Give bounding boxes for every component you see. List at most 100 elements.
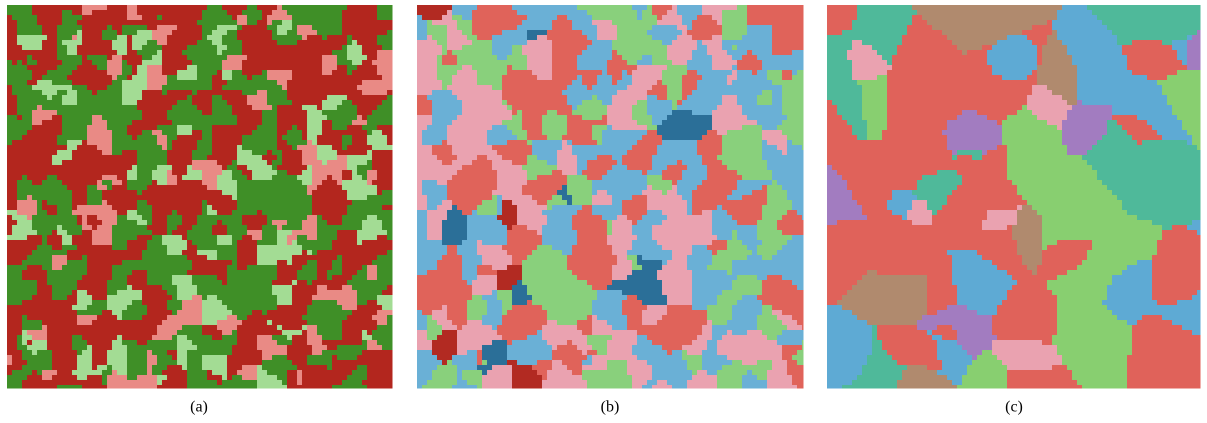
- texture-cell: [967, 305, 998, 311]
- texture-cell: [1132, 350, 1201, 356]
- texture-cell: [1162, 230, 1198, 236]
- texture-cell: [887, 100, 1028, 106]
- texture-cell: [842, 175, 923, 181]
- texture-cell: [762, 135, 788, 141]
- texture-cell: [447, 195, 493, 201]
- texture-cell: [227, 355, 263, 361]
- texture-cell: [127, 45, 133, 51]
- texture-cell: [917, 180, 963, 186]
- texture-cell: [12, 355, 23, 361]
- texture-cell: [237, 260, 258, 266]
- texture-cell: [82, 230, 93, 236]
- texture-cell: [1112, 310, 1201, 316]
- texture-cell: [147, 225, 168, 231]
- texture-cell: [137, 340, 148, 346]
- texture-cell: [167, 35, 203, 41]
- texture-cell: [287, 355, 308, 361]
- texture-cell: [237, 25, 243, 31]
- texture-cell: [317, 220, 328, 226]
- texture-cell: [1127, 365, 1201, 371]
- texture-cell: [127, 130, 143, 136]
- texture-cell: [437, 75, 453, 81]
- texture-cell: [1077, 90, 1163, 96]
- panel-caption: (a): [190, 399, 208, 416]
- texture-cell: [337, 300, 358, 306]
- texture-cell: [377, 300, 393, 306]
- texture-cell: [1147, 75, 1168, 81]
- texture-cell: [722, 30, 748, 36]
- texture-cell: [32, 195, 73, 201]
- texture-cell: [247, 55, 323, 61]
- texture-cell: [512, 375, 543, 381]
- texture-cell: [687, 385, 718, 389]
- texture-cell: [417, 130, 423, 136]
- texture-cell: [322, 35, 328, 41]
- texture-cell: [202, 110, 213, 116]
- texture-cell: [612, 225, 633, 231]
- texture-cell: [842, 30, 908, 36]
- texture-cell: [1132, 70, 1178, 76]
- texture-cell: [222, 170, 233, 176]
- texture-cell: [417, 155, 438, 161]
- texture-cell: [342, 30, 388, 36]
- texture-cell: [207, 370, 213, 376]
- texture-cell: [797, 360, 804, 366]
- texture-cell: [647, 180, 673, 186]
- texture-cell: [492, 45, 513, 51]
- texture-cell: [152, 175, 168, 181]
- texture-cell: [367, 270, 378, 276]
- texture-cell: [112, 365, 128, 371]
- texture-cell: [1072, 370, 1128, 376]
- texture-cell: [352, 285, 388, 291]
- texture-cell: [167, 80, 213, 86]
- texture-cell: [202, 25, 218, 31]
- texture-cell: [852, 75, 878, 81]
- texture-cell: [457, 20, 473, 26]
- texture-cell: [317, 260, 333, 266]
- texture-cell: [492, 40, 528, 46]
- texture-cell: [7, 380, 23, 386]
- texture-cell: [1012, 180, 1103, 186]
- texture-cell: [632, 110, 648, 116]
- texture-cell: [107, 295, 143, 301]
- texture-cell: [17, 185, 68, 191]
- texture-cell: [327, 115, 358, 121]
- texture-cell: [337, 230, 358, 236]
- texture-cell: [82, 220, 88, 226]
- texture-cell: [1032, 205, 1123, 211]
- texture-cell: [612, 245, 633, 251]
- texture-cell: [112, 185, 128, 191]
- texture-cell: [1042, 245, 1048, 251]
- texture-cell: [667, 50, 693, 56]
- texture-cell: [1062, 140, 1098, 146]
- texture-cell: [467, 35, 478, 41]
- texture-cell: [127, 305, 148, 311]
- texture-cell: [17, 180, 33, 186]
- texture-cell: [692, 205, 718, 211]
- texture-cell: [152, 170, 168, 176]
- texture-cell: [287, 10, 343, 16]
- texture-cell: [827, 40, 853, 46]
- texture-cell: [647, 195, 683, 201]
- texture-cell: [1062, 40, 1118, 46]
- texture-cell: [1177, 115, 1201, 121]
- texture-cell: [342, 175, 353, 181]
- texture-cell: [772, 100, 783, 106]
- texture-cell: [522, 270, 573, 276]
- texture-cell: [527, 170, 553, 176]
- texture-cell: [237, 205, 313, 211]
- texture-cell: [247, 230, 263, 236]
- texture-cell: [182, 175, 203, 181]
- texture-cell: [1037, 55, 1043, 61]
- texture-cell: [72, 335, 83, 341]
- texture-cell: [952, 155, 958, 161]
- texture-cell: [147, 75, 168, 81]
- texture-cell: [292, 70, 323, 76]
- texture-cell: [772, 40, 804, 46]
- texture-cell: [422, 385, 453, 389]
- texture-cell: [827, 345, 873, 351]
- texture-cell: [357, 295, 378, 301]
- texture-cell: [82, 15, 128, 21]
- texture-cell: [292, 255, 338, 261]
- texture-cell: [577, 5, 633, 11]
